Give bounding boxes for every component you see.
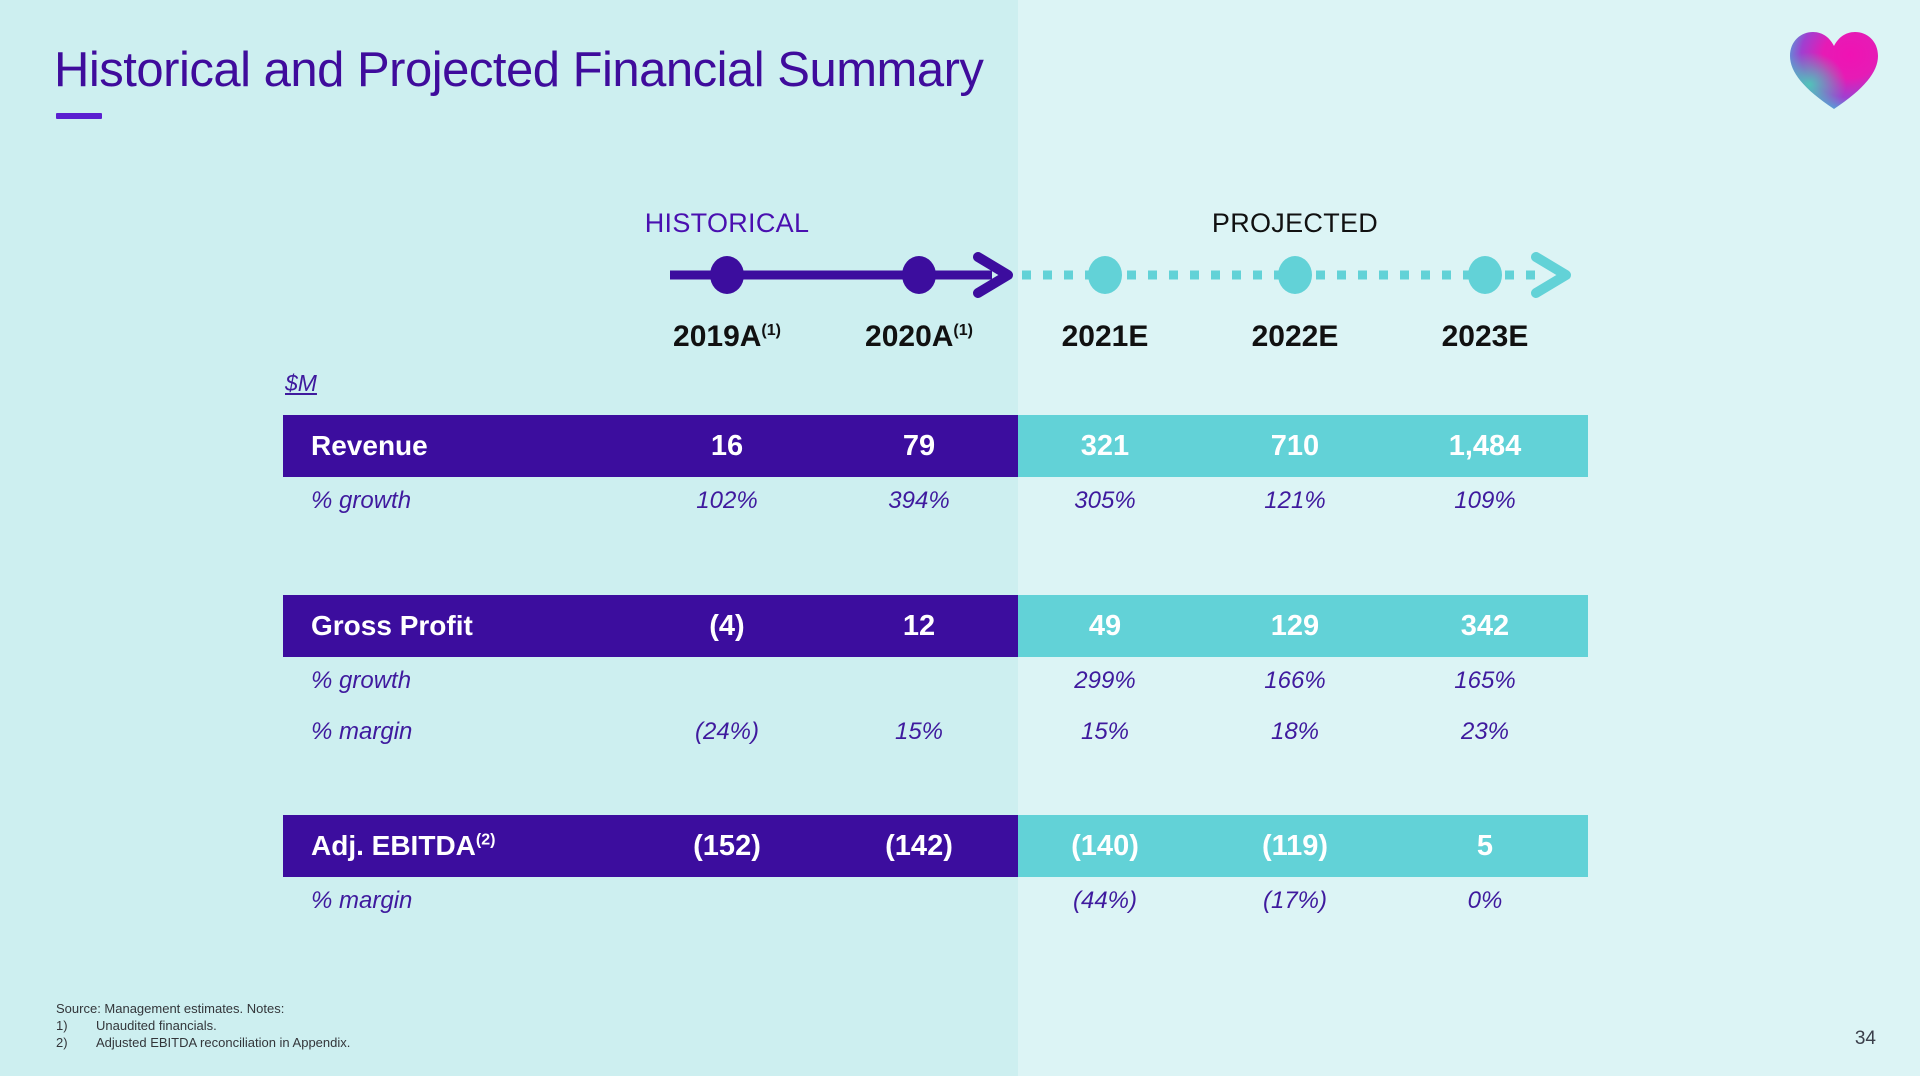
row-label-revenue: Revenue: [311, 430, 428, 461]
footnote-item-1-number: 1): [56, 1018, 68, 1033]
cell-revenue-2022e: 710: [1270, 430, 1320, 462]
timeline-historical-label: HISTORICAL: [644, 208, 810, 238]
table-row-gross-profit-growth: % growth 299% 166% 165%: [283, 663, 1588, 699]
cell-adj-ebitda-2022e: (119): [1261, 830, 1329, 862]
table-row-revenue-growth: % growth 102% 394% 305% 121% 109%: [283, 483, 1588, 519]
footnote-item-1-text: Unaudited financials.: [96, 1018, 217, 1033]
footnotes: Source: Management estimates. Notes: 1) U…: [56, 1000, 350, 1051]
table-row-adj-ebitda: Adj. EBITDA(2) (152) (142) (140) (119) 5: [283, 815, 1588, 877]
footnote-item-2: 2) Adjusted EBITDA reconciliation in Appe…: [56, 1034, 350, 1051]
column-header-2023e: 2023E: [1442, 320, 1529, 354]
row-segment-projected: [1018, 415, 1588, 477]
cell-gross-profit-2022e: 129: [1270, 610, 1320, 642]
page-number: 34: [1854, 1028, 1876, 1049]
table-row-gross-profit-margin: % margin (24%) 15% 15% 18% 23%: [283, 714, 1588, 750]
cell-adj-ebitda-2023e: 5: [1476, 830, 1494, 862]
cell-revenue-growth-2021e: 305%: [1074, 487, 1136, 514]
column-header-2020a-note: (1): [953, 322, 973, 339]
cell-adj-ebitda-2019a: (152): [693, 830, 761, 862]
row-label-revenue-growth: % growth: [311, 487, 412, 514]
cell-gross-profit-margin-2021e: 15%: [1080, 718, 1130, 745]
column-header-2019a-note: (1): [761, 322, 781, 339]
row-segment-projected: [1018, 595, 1588, 657]
column-header-2022e-label: 2022E: [1251, 320, 1339, 353]
cell-gross-profit-2019a: (4): [709, 610, 745, 642]
cell-gross-profit-2020a: 12: [902, 610, 936, 642]
row-label-adj-ebitda: Adj. EBITDA(2): [311, 815, 495, 877]
column-header-2021e-label: 2021E: [1061, 320, 1149, 353]
cell-revenue-2023e: 1,484: [1448, 430, 1522, 462]
title-underline-rule: [56, 113, 102, 119]
page-title: Historical and Projected Financial Summa…: [54, 43, 984, 97]
footnote-source: Source: Management estimates. Notes:: [56, 1001, 285, 1016]
background-historical-panel: [0, 0, 1018, 1076]
row-label-gross-profit-margin: % margin: [311, 718, 413, 745]
row-label-gross-profit: Gross Profit: [311, 610, 473, 641]
cell-revenue-growth-2023e: 109%: [1454, 487, 1516, 514]
heart-logo-icon: [1790, 32, 1878, 110]
background-projected-panel: [1018, 0, 1920, 1076]
table-row-revenue: Revenue 16 79 321 710 1,484: [283, 415, 1588, 477]
cell-revenue-2020a: 79: [902, 430, 936, 462]
footnote-item-1: 1) Unaudited financials.: [56, 1017, 350, 1034]
table-row-gross-profit: Gross Profit (4) 12 49 129 342: [283, 595, 1588, 657]
row-label-adj-ebitda-margin: % margin: [311, 887, 413, 914]
cell-adj-ebitda-margin-2022e: (17%): [1262, 887, 1328, 914]
row-label-gross-profit-growth: % growth: [311, 667, 412, 694]
row-segment-historical: [283, 815, 1018, 877]
cell-revenue-2019a: 16: [710, 430, 744, 462]
column-header-2019a: 2019A(1): [673, 320, 781, 354]
cell-revenue-growth-2022e: 121%: [1264, 487, 1326, 514]
column-header-2023e-label: 2023E: [1441, 320, 1529, 353]
row-label-adj-ebitda-note: (2): [475, 831, 496, 849]
cell-adj-ebitda-margin-2021e: (44%): [1072, 887, 1138, 914]
column-header-2022e: 2022E: [1252, 320, 1339, 354]
cell-gross-profit-2023e: 342: [1460, 610, 1510, 642]
column-header-2020a-label: 2020A: [865, 320, 954, 353]
cell-gross-profit-growth-2022e: 166%: [1264, 667, 1326, 694]
row-label-adj-ebitda-text: Adj. EBITDA: [311, 830, 476, 861]
column-header-2019a-label: 2019A: [673, 320, 762, 353]
row-segment-historical: [283, 595, 1018, 657]
cell-gross-profit-growth-2021e: 299%: [1074, 667, 1136, 694]
timeline-projected-label: PROJECTED: [1211, 208, 1379, 238]
timeline-axis: [640, 245, 1600, 305]
table-row-adj-ebitda-margin: % margin (44%) (17%) 0%: [283, 883, 1588, 919]
footnote-item-2-text: Adjusted EBITDA reconciliation in Append…: [96, 1035, 351, 1050]
units-label: $M: [285, 370, 317, 396]
column-header-2020a: 2020A(1): [865, 320, 973, 354]
cell-adj-ebitda-2020a: (142): [885, 830, 953, 862]
cell-gross-profit-growth-2023e: 165%: [1454, 667, 1516, 694]
row-segment-projected: [1018, 815, 1588, 877]
cell-adj-ebitda-margin-2023e: 0%: [1467, 887, 1503, 914]
cell-adj-ebitda-2021e: (140): [1071, 830, 1139, 862]
cell-gross-profit-margin-2023e: 23%: [1460, 718, 1510, 745]
column-header-2021e: 2021E: [1062, 320, 1149, 354]
cell-gross-profit-2021e: 49: [1088, 610, 1122, 642]
row-segment-historical: [283, 415, 1018, 477]
cell-revenue-growth-2019a: 102%: [696, 487, 758, 514]
cell-gross-profit-margin-2020a: 15%: [894, 718, 944, 745]
cell-gross-profit-margin-2019a: (24%): [694, 718, 760, 745]
cell-gross-profit-margin-2022e: 18%: [1270, 718, 1320, 745]
cell-revenue-2021e: 321: [1080, 430, 1130, 462]
footnote-item-2-number: 2): [56, 1035, 68, 1050]
cell-revenue-growth-2020a: 394%: [888, 487, 950, 514]
